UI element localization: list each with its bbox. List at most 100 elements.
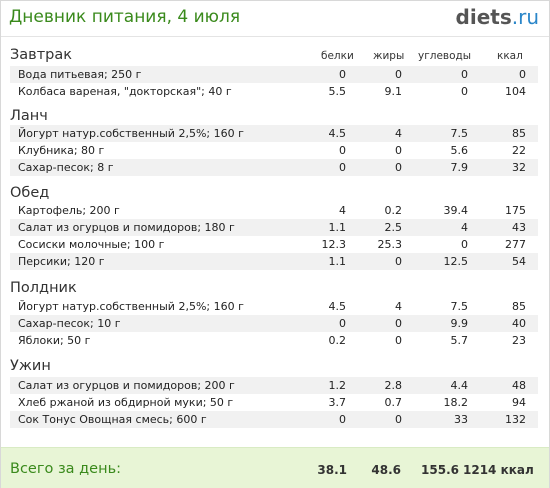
kcal-value: 23 [512,334,526,347]
fat-value: 2.8 [384,379,403,392]
total-fat: 48.6 [371,463,401,477]
carbs-value: 0 [461,85,468,98]
food-name: Сахар-песок; 10 г [18,317,121,330]
fat-value: 0 [395,413,402,426]
protein-value: 0 [339,161,346,174]
food-name: Сосиски молочные; 100 г [18,238,165,251]
carbs-value: 18.2 [443,396,469,409]
food-name: Хлеб ржаной из обдирной муки; 50 г [18,396,234,409]
kcal-value: 43 [512,221,526,234]
daily-total-label: Всего за день: [10,461,122,477]
kcal-value: 94 [512,396,526,409]
total-kcal: 1214 ккал [463,463,534,477]
food-name: Персики; 120 г [18,255,105,268]
kcal-value: 85 [512,300,526,313]
page-title: Дневник питания, 4 июля [9,7,241,27]
fat-value: 25.3 [377,238,403,251]
table-row: Персики; 120 г 1.1 0 12.5 54 [10,253,538,270]
fat-value: 2.5 [384,221,403,234]
protein-value: 3.7 [328,396,347,409]
fat-value: 9.1 [384,85,403,98]
fat-value: 4 [395,127,402,140]
fat-value: 0.7 [384,396,403,409]
kcal-value: 0 [519,68,526,81]
protein-value: 4.5 [328,300,347,313]
protein-value: 5.5 [328,85,347,98]
kcal-value: 54 [512,255,526,268]
food-name: Салат из огурцов и помидоров; 180 г [18,221,235,234]
logo-main: diets [455,5,512,29]
table-row: Вода питьевая; 250 г 0 0 0 0 [10,66,538,83]
carbs-value: 4 [461,221,468,234]
carbs-value: 7.5 [450,300,469,313]
meal-title-snack: Полдник [10,280,77,296]
carbs-value: 39.4 [443,204,469,217]
table-row: Картофель; 200 г 4 0.2 39.4 175 [10,202,538,219]
food-name: Яблоки; 50 г [18,334,91,347]
food-name: Колбаса вареная, "докторская"; 40 г [18,85,232,98]
protein-value: 0 [339,144,346,157]
kcal-value: 104 [505,85,526,98]
protein-value: 0 [339,413,346,426]
protein-value: 1.2 [328,379,347,392]
food-name: Сок Тонус Овощная смесь; 600 г [18,413,207,426]
food-name: Вода питьевая; 250 г [18,68,142,81]
column-header-carbs: углеводы [418,50,472,62]
meal-title-dinner: Обед [10,185,50,201]
kcal-value: 32 [512,161,526,174]
table-row: Хлеб ржаной из обдирной муки; 50 г 3.7 0… [10,394,538,411]
kcal-value: 277 [505,238,526,251]
carbs-value: 7.5 [450,127,469,140]
daily-total-bar: Всего за день: 38.1 48.6 155.6 1214 ккал [1,447,549,488]
carbs-value: 5.6 [450,144,469,157]
total-carbs: 155.6 [421,463,459,477]
food-name: Клубника; 80 г [18,144,105,157]
food-name: Сахар-песок; 8 г [18,161,114,174]
carbs-value: 7.9 [450,161,469,174]
fat-value: 0 [395,334,402,347]
protein-value: 0 [339,317,346,330]
kcal-value: 40 [512,317,526,330]
protein-value: 1.1 [328,221,347,234]
protein-value: 0.2 [328,334,347,347]
fat-value: 0 [395,68,402,81]
header-divider [1,36,549,37]
protein-value: 12.3 [321,238,347,251]
protein-value: 4 [339,204,346,217]
table-row: Йогурт натур.собственный 2,5%; 160 г 4.5… [10,125,538,142]
protein-value: 1.1 [328,255,347,268]
meal-title-breakfast: Завтрак [10,47,73,63]
food-name: Йогурт натур.собственный 2,5%; 160 г [18,300,244,313]
kcal-value: 48 [512,379,526,392]
carbs-value: 0 [461,238,468,251]
table-row: Сок Тонус Овощная смесь; 600 г 0 0 33 13… [10,411,538,428]
table-row: Сахар-песок; 10 г 0 0 9.9 40 [10,315,538,332]
kcal-value: 22 [512,144,526,157]
fat-value: 4 [395,300,402,313]
fat-value: 0 [395,161,402,174]
kcal-value: 175 [505,204,526,217]
column-header-kcal: ккал [497,50,523,62]
logo-suffix: .ru [511,5,539,29]
carbs-value: 9.9 [450,317,469,330]
kcal-value: 132 [505,413,526,426]
table-row: Сахар-песок; 8 г 0 0 7.9 32 [10,159,538,176]
protein-value: 4.5 [328,127,347,140]
table-row: Клубника; 80 г 0 0 5.6 22 [10,142,538,159]
carbs-value: 0 [461,68,468,81]
table-row: Йогурт натур.собственный 2,5%; 160 г 4.5… [10,298,538,315]
food-name: Картофель; 200 г [18,204,120,217]
table-row: Салат из огурцов и помидоров; 200 г 1.2 … [10,377,538,394]
food-name: Салат из огурцов и помидоров; 200 г [18,379,235,392]
protein-value: 0 [339,68,346,81]
kcal-value: 85 [512,127,526,140]
column-header-fat: жиры [373,50,405,62]
site-logo[interactable]: diets.ru [456,5,539,29]
table-row: Яблоки; 50 г 0.2 0 5.7 23 [10,332,538,349]
column-header-protein: белки [321,50,354,62]
carbs-value: 4.4 [450,379,469,392]
fat-value: 0.2 [384,204,403,217]
food-name: Йогурт натур.собственный 2,5%; 160 г [18,127,244,140]
meal-title-lunch: Ланч [10,108,48,124]
table-row: Колбаса вареная, "докторская"; 40 г 5.5 … [10,83,538,100]
